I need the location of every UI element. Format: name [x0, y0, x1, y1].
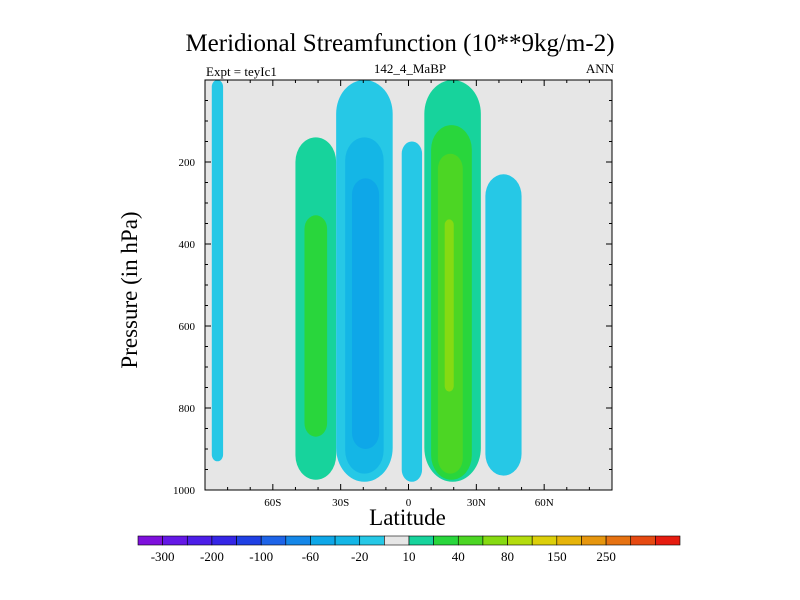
y-tick-label: 1000: [173, 485, 196, 497]
season-label: ANN: [585, 61, 614, 76]
colorbar-label: -100: [249, 549, 273, 564]
colorbar-swatch: [507, 535, 533, 546]
colorbar-swatch: [408, 535, 434, 546]
experiment-label: Expt = teyIc1: [206, 64, 277, 79]
x-tick-label: 30N: [467, 497, 486, 509]
x-tick-label: 60N: [535, 497, 554, 509]
colorbar-swatch: [581, 535, 607, 546]
colorbar-swatch: [433, 535, 459, 546]
colorbar-swatch: [359, 535, 385, 546]
colorbar-swatch: [162, 535, 188, 546]
x-tick-label: 0: [406, 497, 412, 509]
y-tick-label: 600: [179, 321, 196, 333]
colorbar-label: -60: [302, 549, 319, 564]
contour-layer: [211, 80, 522, 482]
colorbar-swatch: [137, 535, 163, 546]
colorbar-swatch: [531, 535, 558, 546]
colorbar-label: 80: [501, 549, 514, 564]
colorbar-swatch: [655, 535, 681, 546]
contour-southern-polar-cell-negative: [211, 80, 224, 462]
period-label: 142_4_MaBP: [373, 61, 447, 76]
contour-northern-ferrel-cell-negative: [485, 174, 522, 476]
colorbar-swatch: [482, 535, 508, 546]
colorbar-label: 150: [547, 549, 567, 564]
colorbar-swatch: [457, 535, 484, 546]
x-axis-label: Latitude: [369, 505, 446, 530]
contour-southern-ferrel-cell-core: [304, 215, 328, 437]
contour-southern-hadley-cell-core: [351, 178, 380, 449]
colorbar-swatch: [211, 535, 237, 546]
x-tick-label: 30S: [332, 497, 349, 509]
y-tick-label: 800: [179, 403, 196, 415]
colorbar-label: -300: [151, 549, 175, 564]
chart-title: Meridional Streamfunction (10**9kg/m-2): [185, 30, 615, 57]
contour-northern-hadley-cell-peak: [444, 219, 454, 392]
y-tick-label: 200: [179, 157, 196, 169]
colorbar-swatch: [236, 535, 262, 546]
colorbar-swatch: [186, 535, 213, 546]
colorbar-swatch: [310, 535, 336, 546]
colorbar-swatch: [334, 535, 361, 546]
colorbar-swatch: [630, 535, 656, 546]
colorbar-swatch: [605, 535, 632, 546]
colorbar-swatch: [285, 535, 311, 546]
colorbar-label: 250: [596, 549, 616, 564]
colorbar-swatch: [260, 535, 287, 546]
colorbar-label: 10: [403, 549, 416, 564]
colorbar-label: 40: [452, 549, 465, 564]
y-tick-label: 400: [179, 239, 196, 251]
colorbar-swatch: [556, 535, 582, 546]
x-tick-label: 60S: [264, 497, 281, 509]
contour-equatorial-negative-sliver: [401, 141, 423, 482]
colorbar-label: -20: [351, 549, 368, 564]
colorbar-label: -200: [200, 549, 224, 564]
colorbar-swatch: [384, 535, 410, 546]
